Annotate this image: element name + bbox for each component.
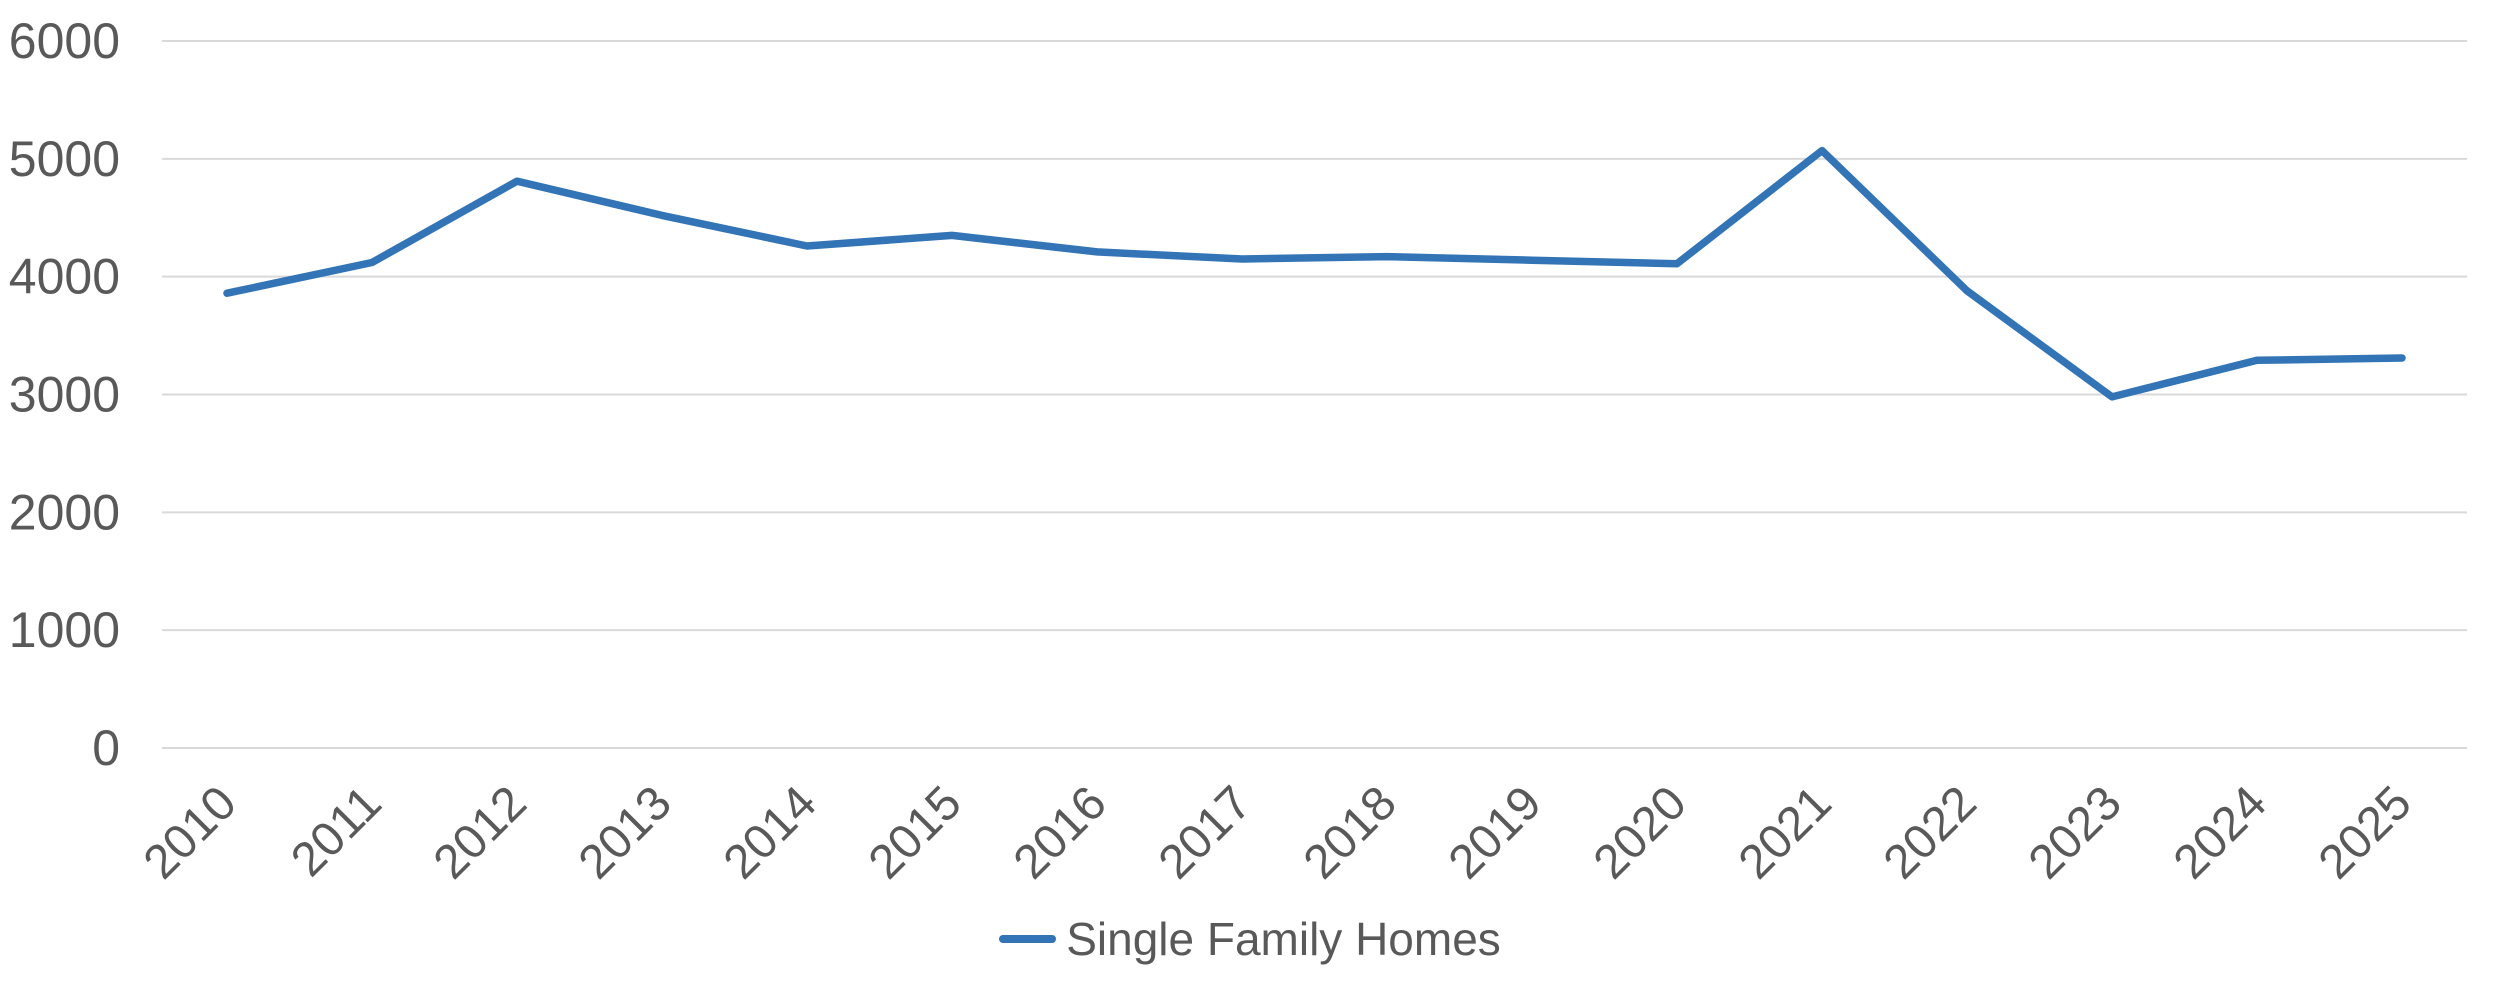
x-tick-label-2017: 2017: [1149, 776, 1262, 889]
x-tick-label-2023: 2023: [2019, 776, 2132, 889]
x-tick-label-2022: 2022: [1874, 776, 1987, 889]
x-axis-labels: 2010 2011 2012 2013 2014 2015 2016 2017 2018 2019…: [134, 776, 2422, 889]
x-tick-label-2015: 2015: [859, 776, 972, 889]
x-tick-label-2014: 2014: [714, 776, 827, 889]
series-lines: [223, 146, 2406, 401]
x-tick-label-2019: 2019: [1439, 776, 1552, 889]
x-tick-label-2013: 2013: [569, 776, 682, 889]
y-tick-label-6000: 6000: [9, 13, 120, 69]
x-tick-label-2012: 2012: [424, 776, 537, 889]
legend-label: Single Family Homes: [1066, 913, 1501, 965]
y-tick-label-0: 0: [92, 720, 120, 776]
x-tick-label-2016: 2016: [1004, 776, 1117, 889]
x-tick-label-2011: 2011: [281, 776, 391, 886]
x-tick-label-2010: 2010: [134, 776, 247, 889]
y-tick-label-5000: 5000: [9, 131, 120, 187]
x-tick-label-2021: 2021: [1729, 776, 1842, 889]
y-axis-labels: 0 1000 2000 3000 4000 5000 6000: [9, 13, 120, 776]
y-tick-label-4000: 4000: [9, 249, 120, 305]
gridlines: [162, 40, 2467, 749]
legend: Single Family Homes: [0, 906, 2500, 972]
legend-line-swatch: [999, 935, 1057, 943]
x-tick-label-2024: 2024: [2164, 776, 2277, 889]
x-tick-label-2025: 2025: [2309, 776, 2422, 889]
series-line-single-family-homes: [223, 146, 2406, 401]
y-tick-label-1000: 1000: [9, 602, 120, 658]
x-tick-label-2018: 2018: [1294, 776, 1407, 889]
y-tick-label-3000: 3000: [9, 367, 120, 423]
x-tick-label-2020: 2020: [1584, 776, 1697, 889]
y-tick-label-2000: 2000: [9, 484, 120, 540]
